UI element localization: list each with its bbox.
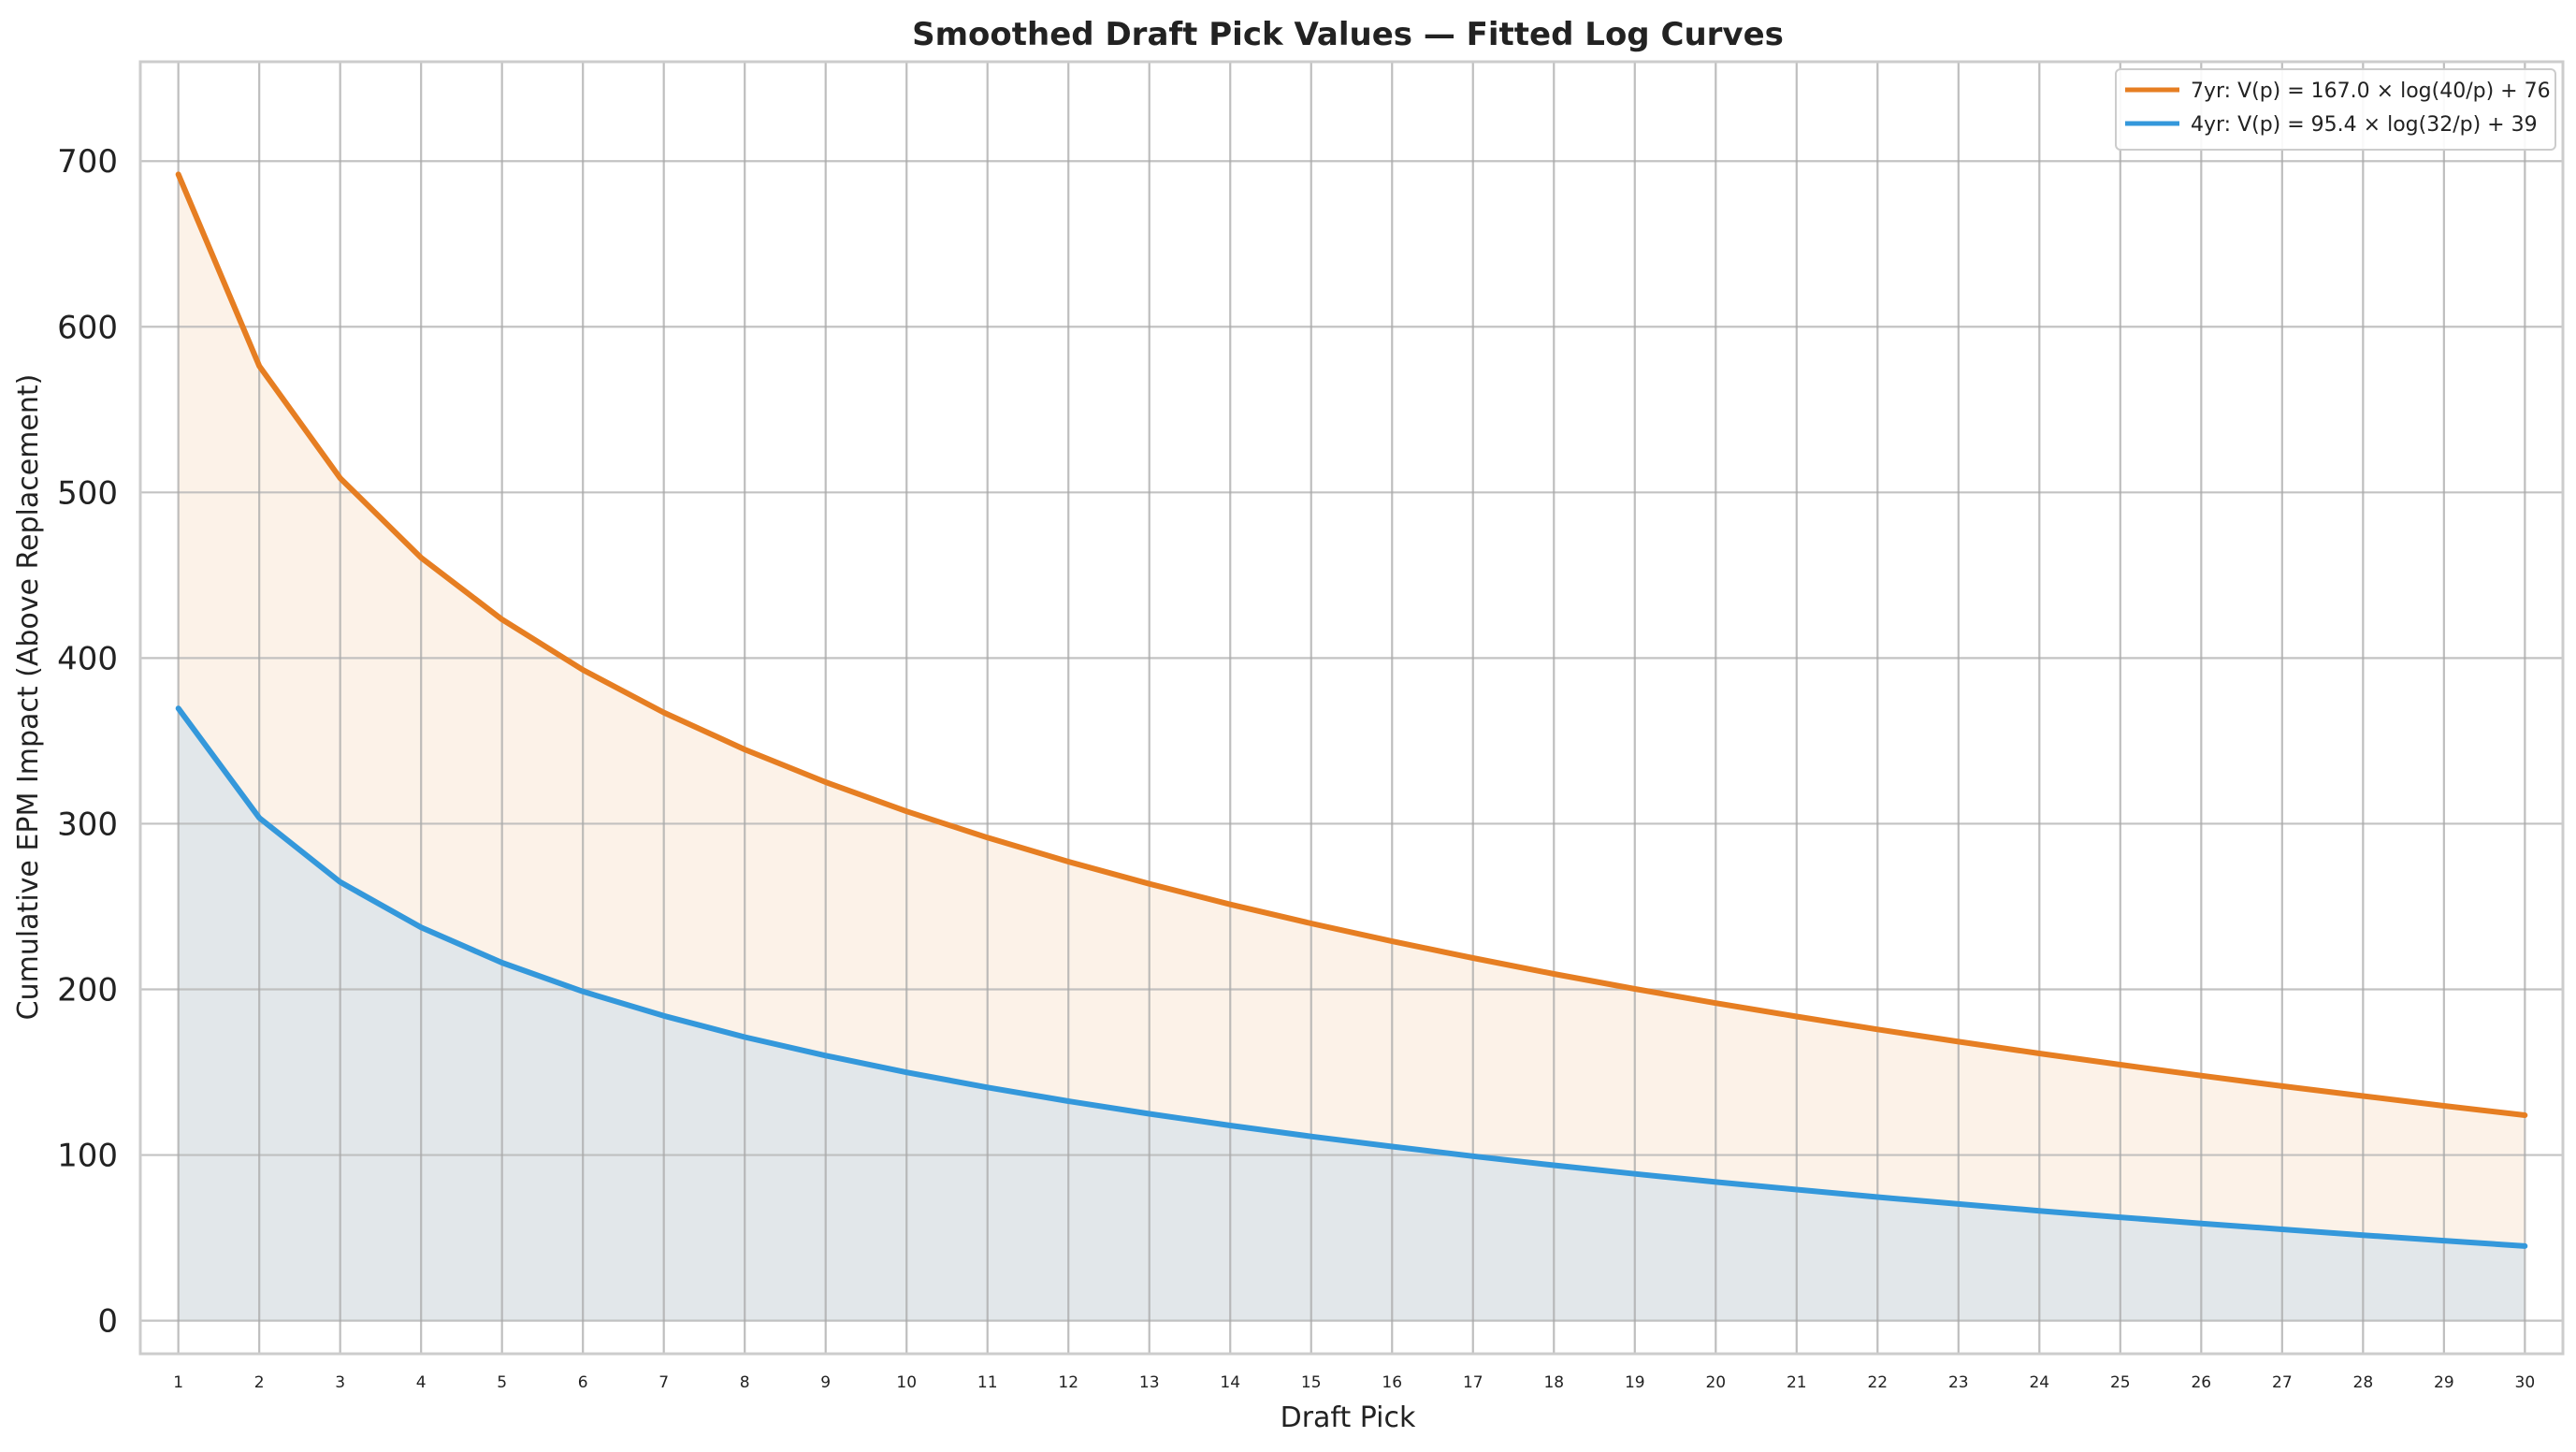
legend-label-4yr: 4yr: V(p) = 95.4 × log(32/p) + 39 bbox=[2191, 113, 2538, 137]
x-tick-label: 9 bbox=[820, 1373, 831, 1392]
grid-layer bbox=[140, 62, 2563, 1354]
y-tick-label: 200 bbox=[57, 971, 118, 1009]
area-fill-7yr bbox=[178, 174, 2525, 1246]
chart-title: Smoothed Draft Pick Values — Fitted Log … bbox=[912, 16, 1784, 53]
y-axis-label: Cumulative EPM Impact (Above Replacement… bbox=[12, 374, 45, 1021]
series-line-7yr bbox=[175, 171, 2528, 1118]
y-axis-ticks: 0 100 200 300 400 500 600 700 bbox=[57, 143, 118, 1340]
x-tick-label: 13 bbox=[1139, 1373, 1160, 1392]
y-tick-label: 0 bbox=[97, 1303, 118, 1341]
y-tick-label: 300 bbox=[57, 806, 118, 843]
x-tick-label: 4 bbox=[416, 1373, 427, 1392]
x-axis-ticks: 1 2 3 4 5 6 7 8 9 10 11 12 13 14 15 16 17 18 19 20 21 22 23 24 2… bbox=[173, 1373, 2535, 1392]
y-tick-label: 700 bbox=[57, 143, 118, 181]
x-tick-label: 3 bbox=[335, 1373, 345, 1392]
legend: 7yr: V(p) = 167.0 × log(40/p) + 76 4yr: … bbox=[2115, 68, 2556, 151]
x-tick-label: 15 bbox=[1301, 1373, 1322, 1392]
fill-layer bbox=[178, 174, 2525, 1321]
series-line-4yr bbox=[175, 705, 2528, 1249]
x-tick-label: 28 bbox=[2353, 1373, 2374, 1392]
y-tick-label: 500 bbox=[57, 474, 118, 512]
x-tick-label: 29 bbox=[2434, 1373, 2454, 1392]
x-tick-label: 23 bbox=[1948, 1373, 1969, 1392]
x-tick-label: 10 bbox=[896, 1373, 917, 1392]
x-tick-label: 18 bbox=[1543, 1373, 1564, 1392]
y-tick-label: 100 bbox=[57, 1138, 118, 1175]
x-tick-label: 24 bbox=[2029, 1373, 2049, 1392]
legend-frame bbox=[2115, 68, 2556, 151]
area-fill-4yr bbox=[178, 708, 2525, 1321]
x-tick-label: 21 bbox=[1787, 1373, 1807, 1392]
x-tick-label: 26 bbox=[2191, 1373, 2211, 1392]
legend-label-7yr: 7yr: V(p) = 167.0 × log(40/p) + 76 bbox=[2191, 80, 2551, 103]
y-tick-label: 600 bbox=[57, 309, 118, 346]
x-tick-label: 27 bbox=[2272, 1373, 2293, 1392]
x-tick-label: 8 bbox=[740, 1373, 750, 1392]
x-tick-label: 14 bbox=[1220, 1373, 1240, 1392]
x-tick-label: 30 bbox=[2515, 1373, 2536, 1392]
x-tick-label: 1 bbox=[173, 1373, 183, 1392]
x-axis-label: Draft Pick bbox=[1281, 1401, 1416, 1434]
line-layer bbox=[175, 171, 2528, 1249]
x-tick-label: 6 bbox=[578, 1373, 588, 1392]
plot-area bbox=[138, 60, 2565, 1356]
x-tick-label: 11 bbox=[977, 1373, 998, 1392]
x-tick-label: 2 bbox=[254, 1373, 265, 1392]
x-tick-label: 22 bbox=[1867, 1373, 1888, 1392]
x-tick-label: 20 bbox=[1705, 1373, 1726, 1392]
x-tick-label: 17 bbox=[1463, 1373, 1483, 1392]
x-tick-label: 7 bbox=[658, 1373, 669, 1392]
x-tick-label: 19 bbox=[1625, 1373, 1645, 1392]
x-tick-label: 25 bbox=[2110, 1373, 2131, 1392]
y-tick-label: 400 bbox=[57, 640, 118, 677]
x-tick-label: 16 bbox=[1382, 1373, 1402, 1392]
plot-frame bbox=[138, 60, 2565, 1356]
x-tick-label: 5 bbox=[497, 1373, 507, 1392]
x-tick-label: 12 bbox=[1058, 1373, 1078, 1392]
